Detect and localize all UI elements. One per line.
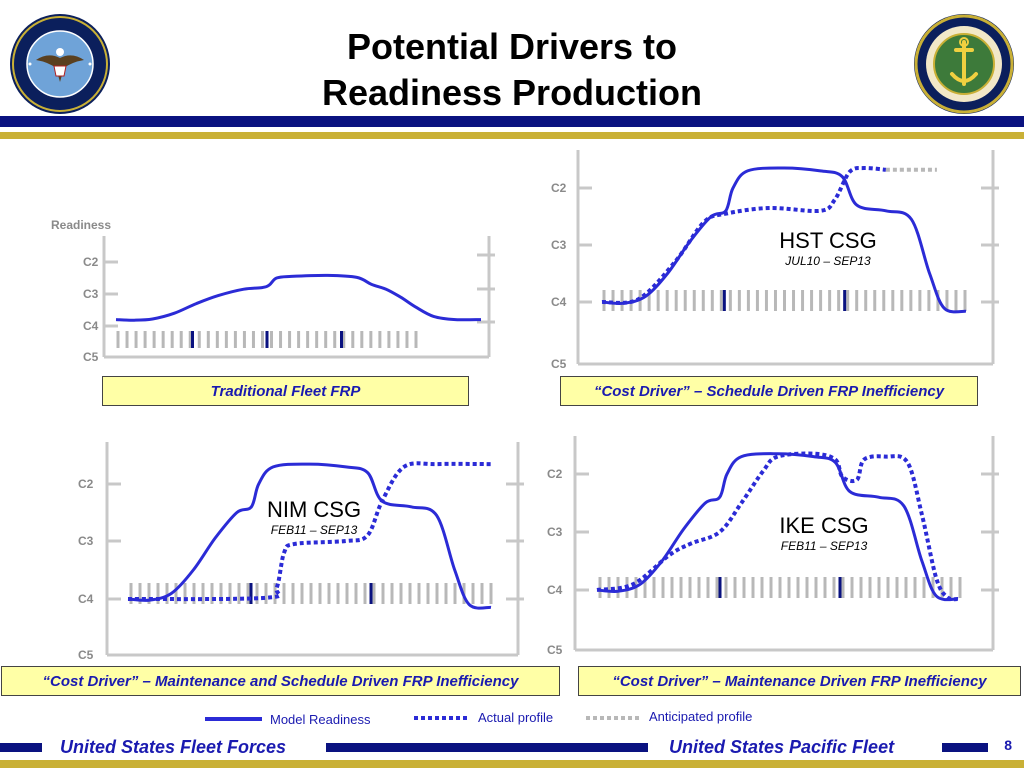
legend-swatches [205,716,641,721]
chart-ike-csg [573,436,999,652]
hst-csg-label: HST CSG JUL10 – SEP13 [748,228,908,268]
nim-csg-dates: FEB11 – SEP13 [270,523,358,537]
header-band-navy [0,116,1024,127]
caption-traditional-fleet-frp: Traditional Fleet FRP [102,376,469,406]
y-tick-label: C4 [83,319,99,333]
model-readiness-line [115,273,482,322]
footer-band-gold [0,760,1024,768]
caption-maintenance-driven: “Cost Driver” – Maintenance Driven FRP I… [578,666,1021,696]
y-tick-label: C5 [547,643,563,657]
y-tick-label: C2 [83,255,99,269]
header-band-white [0,128,1024,132]
nim-csg-label: NIM CSG FEB11 – SEP13 [234,497,394,537]
nim-csg-name: NIM CSG [266,497,362,522]
chart-traditional-fleet-frp [102,236,495,359]
title-line-2: Readiness Production [321,72,703,113]
y-tick-label: C2 [547,467,563,481]
footer-bar-right [942,743,988,752]
pacific-fleet-seal-logo [914,14,1014,114]
caption-maintenance-and-schedule-driven: “Cost Driver” – Maintenance and Schedule… [1,666,560,696]
hst-csg-dates: JUL10 – SEP13 [785,254,871,268]
legend-actual-profile: Actual profile [478,710,554,725]
ike-csg-name: IKE CSG [779,513,869,538]
actual-profile-line [596,451,959,602]
y-tick-label: C5 [83,350,99,364]
chart-hst-csg [576,150,999,366]
y-tick-label: C3 [83,287,99,301]
page-number: 8 [1004,737,1012,753]
y-tick-label: C4 [551,295,567,309]
actual-profile-line [601,165,887,305]
hst-csg-name: HST CSG [779,228,877,253]
y-tick-label: C3 [78,534,94,548]
legend-anticipated-profile: Anticipated profile [649,709,753,724]
y-tick-label: C5 [551,357,567,371]
ike-csg-label: IKE CSG FEB11 – SEP13 [744,513,904,553]
actual-profile-line [127,461,492,602]
y-tick-label: C3 [551,238,567,252]
title-line-1: Potential Drivers to [346,26,678,67]
page-title: Potential Drivers to Readiness Productio… [0,24,1024,116]
fleet-forces-seal-logo [10,14,110,114]
y-tick-label: C2 [551,181,567,195]
y-tick-label: C2 [78,477,94,491]
chart-nim-csg [105,442,524,657]
y-tick-label: C4 [547,583,563,597]
footer-left-label: United States Fleet Forces [60,737,287,757]
footer-right-label: United States Pacific Fleet [669,737,895,757]
y-tick-label: C3 [547,525,563,539]
ike-csg-dates: FEB11 – SEP13 [780,539,868,553]
y-tick-label: C4 [78,592,94,606]
caption-schedule-driven: “Cost Driver” – Schedule Driven FRP Inef… [560,376,978,406]
y-tick-label: C5 [78,648,94,662]
header-band-gold [0,132,1024,139]
y-axis-label: Readiness [51,218,112,232]
footer-bar-left [0,743,42,752]
footer-bar-middle [326,743,648,752]
model-readiness-line [127,462,492,610]
legend-model-readiness: Model Readiness [270,712,371,727]
